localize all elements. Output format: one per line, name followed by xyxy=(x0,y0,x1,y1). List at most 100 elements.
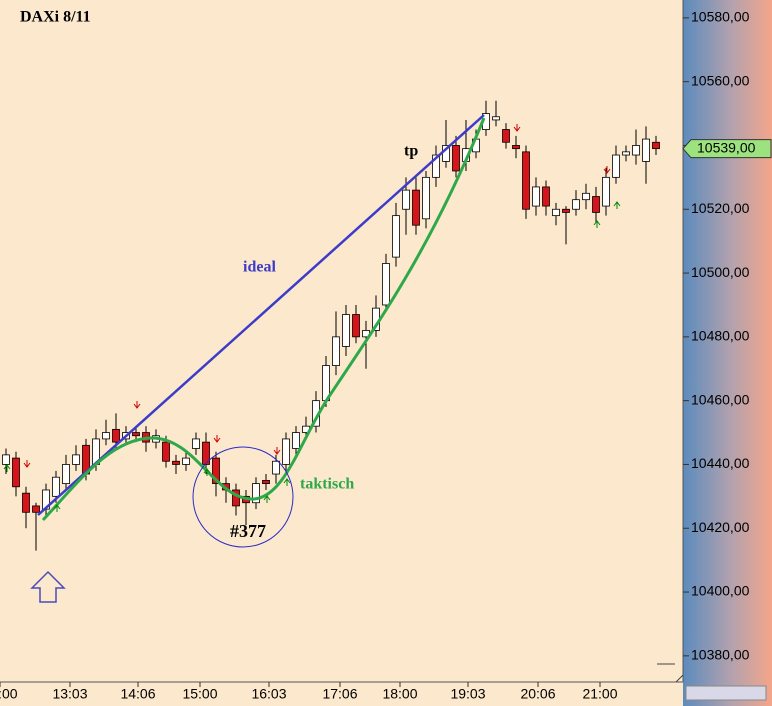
candle-body xyxy=(282,438,290,465)
candle-body xyxy=(492,116,500,121)
signal-arrows xyxy=(3,124,621,512)
candle-body xyxy=(102,432,110,440)
y-tick-label: 10520,00 xyxy=(691,200,750,216)
zoom-icon[interactable] xyxy=(657,663,684,683)
candle-body xyxy=(352,314,360,338)
x-tick-label: 16:03 xyxy=(251,686,286,702)
candles xyxy=(2,100,660,551)
taktisch-curve xyxy=(41,117,486,522)
candle-body xyxy=(182,457,190,465)
x-axis-area xyxy=(0,682,683,706)
candle-body xyxy=(32,505,40,513)
sell-signal xyxy=(133,401,141,409)
candle-body xyxy=(632,145,640,156)
x-tick-label: 18:00 xyxy=(382,686,417,702)
candle-body xyxy=(192,438,200,449)
highlight-circle xyxy=(192,446,294,548)
candle-body xyxy=(72,454,80,465)
candle-body xyxy=(602,176,610,207)
candle-body xyxy=(12,457,20,488)
candle-body xyxy=(382,263,390,306)
candle-body xyxy=(62,464,70,484)
candle-body xyxy=(402,189,410,210)
x-tick-label: 17:06 xyxy=(322,686,357,702)
y-tick-label: 10420,00 xyxy=(691,519,750,535)
candle-body xyxy=(432,154,440,178)
entry-arrow xyxy=(30,570,66,603)
x-tick-label: 20:06 xyxy=(520,686,555,702)
sell-signal xyxy=(23,460,31,468)
candle-body xyxy=(212,457,220,484)
candle-body xyxy=(202,441,210,465)
candle-body xyxy=(162,441,170,462)
candle-body xyxy=(2,454,10,465)
candle-body xyxy=(642,138,650,162)
candle-body xyxy=(572,199,580,210)
annotation: tp xyxy=(404,143,418,160)
candle-body xyxy=(422,176,430,220)
candle-body xyxy=(412,189,420,226)
candle-body xyxy=(612,154,620,178)
candle-body xyxy=(522,151,530,210)
annotation: taktisch xyxy=(300,476,354,493)
x-tick-label: 21:00 xyxy=(582,686,617,702)
x-tick-label: 19:03 xyxy=(450,686,485,702)
sell-signal xyxy=(273,447,281,455)
y-tick-label: 10400,00 xyxy=(691,583,750,599)
candle-body xyxy=(512,145,520,150)
y-tick-label: 10580,00 xyxy=(691,9,750,25)
buy-signal xyxy=(3,464,11,472)
plot-area xyxy=(0,0,683,682)
candle-body xyxy=(272,460,280,475)
y-tick-label: 10560,00 xyxy=(691,72,750,88)
x-tick-label: 15:00 xyxy=(182,686,217,702)
buy-signal xyxy=(283,478,291,486)
candle-body xyxy=(292,432,300,449)
buy-signal xyxy=(263,495,271,503)
y-tick-label: 10500,00 xyxy=(691,264,750,280)
candle-body xyxy=(652,141,660,150)
candle-body xyxy=(132,432,140,437)
buy-signal xyxy=(613,201,621,209)
candle-body xyxy=(552,208,560,217)
candle-body xyxy=(342,314,350,347)
candle-body xyxy=(52,476,60,497)
buy-signal xyxy=(53,504,61,512)
candle-body xyxy=(332,336,340,366)
y-tick-label: 10380,00 xyxy=(691,647,750,663)
sell-signal xyxy=(213,435,221,443)
candle-body xyxy=(392,215,400,258)
last-price-tag xyxy=(682,139,772,159)
scroll-bar[interactable] xyxy=(685,685,767,701)
scroll-controls xyxy=(657,663,767,701)
candle-body xyxy=(252,483,260,504)
annotation: ideal xyxy=(243,259,276,276)
candle-body xyxy=(592,196,600,213)
candle-body xyxy=(622,151,630,156)
annotation: #377 xyxy=(230,521,266,541)
chart-title: DAXi 8/11 xyxy=(20,9,91,26)
buy-signal xyxy=(203,468,211,476)
candle-body xyxy=(172,460,180,465)
y-axis-area xyxy=(683,0,772,706)
ideal-line xyxy=(37,114,485,516)
buy-signal xyxy=(593,220,601,228)
x-tick-label: 12:00 xyxy=(0,686,18,702)
x-tick-label: 13:03 xyxy=(52,686,87,702)
last-price-label: 10539,00 xyxy=(697,139,756,155)
candle-body xyxy=(112,428,120,443)
sell-signal xyxy=(603,166,611,174)
y-tick-label: 10480,00 xyxy=(691,328,750,344)
sell-signal xyxy=(513,124,521,132)
candle-body xyxy=(532,186,540,207)
y-tick-label: 10440,00 xyxy=(691,455,750,471)
candle-body xyxy=(562,208,570,213)
x-tick-label: 14:06 xyxy=(120,686,155,702)
candle-body xyxy=(262,479,270,484)
candle-body xyxy=(452,145,460,172)
y-tick-label: 10460,00 xyxy=(691,391,750,407)
candle-body xyxy=(22,492,30,513)
candle-body xyxy=(502,129,510,143)
